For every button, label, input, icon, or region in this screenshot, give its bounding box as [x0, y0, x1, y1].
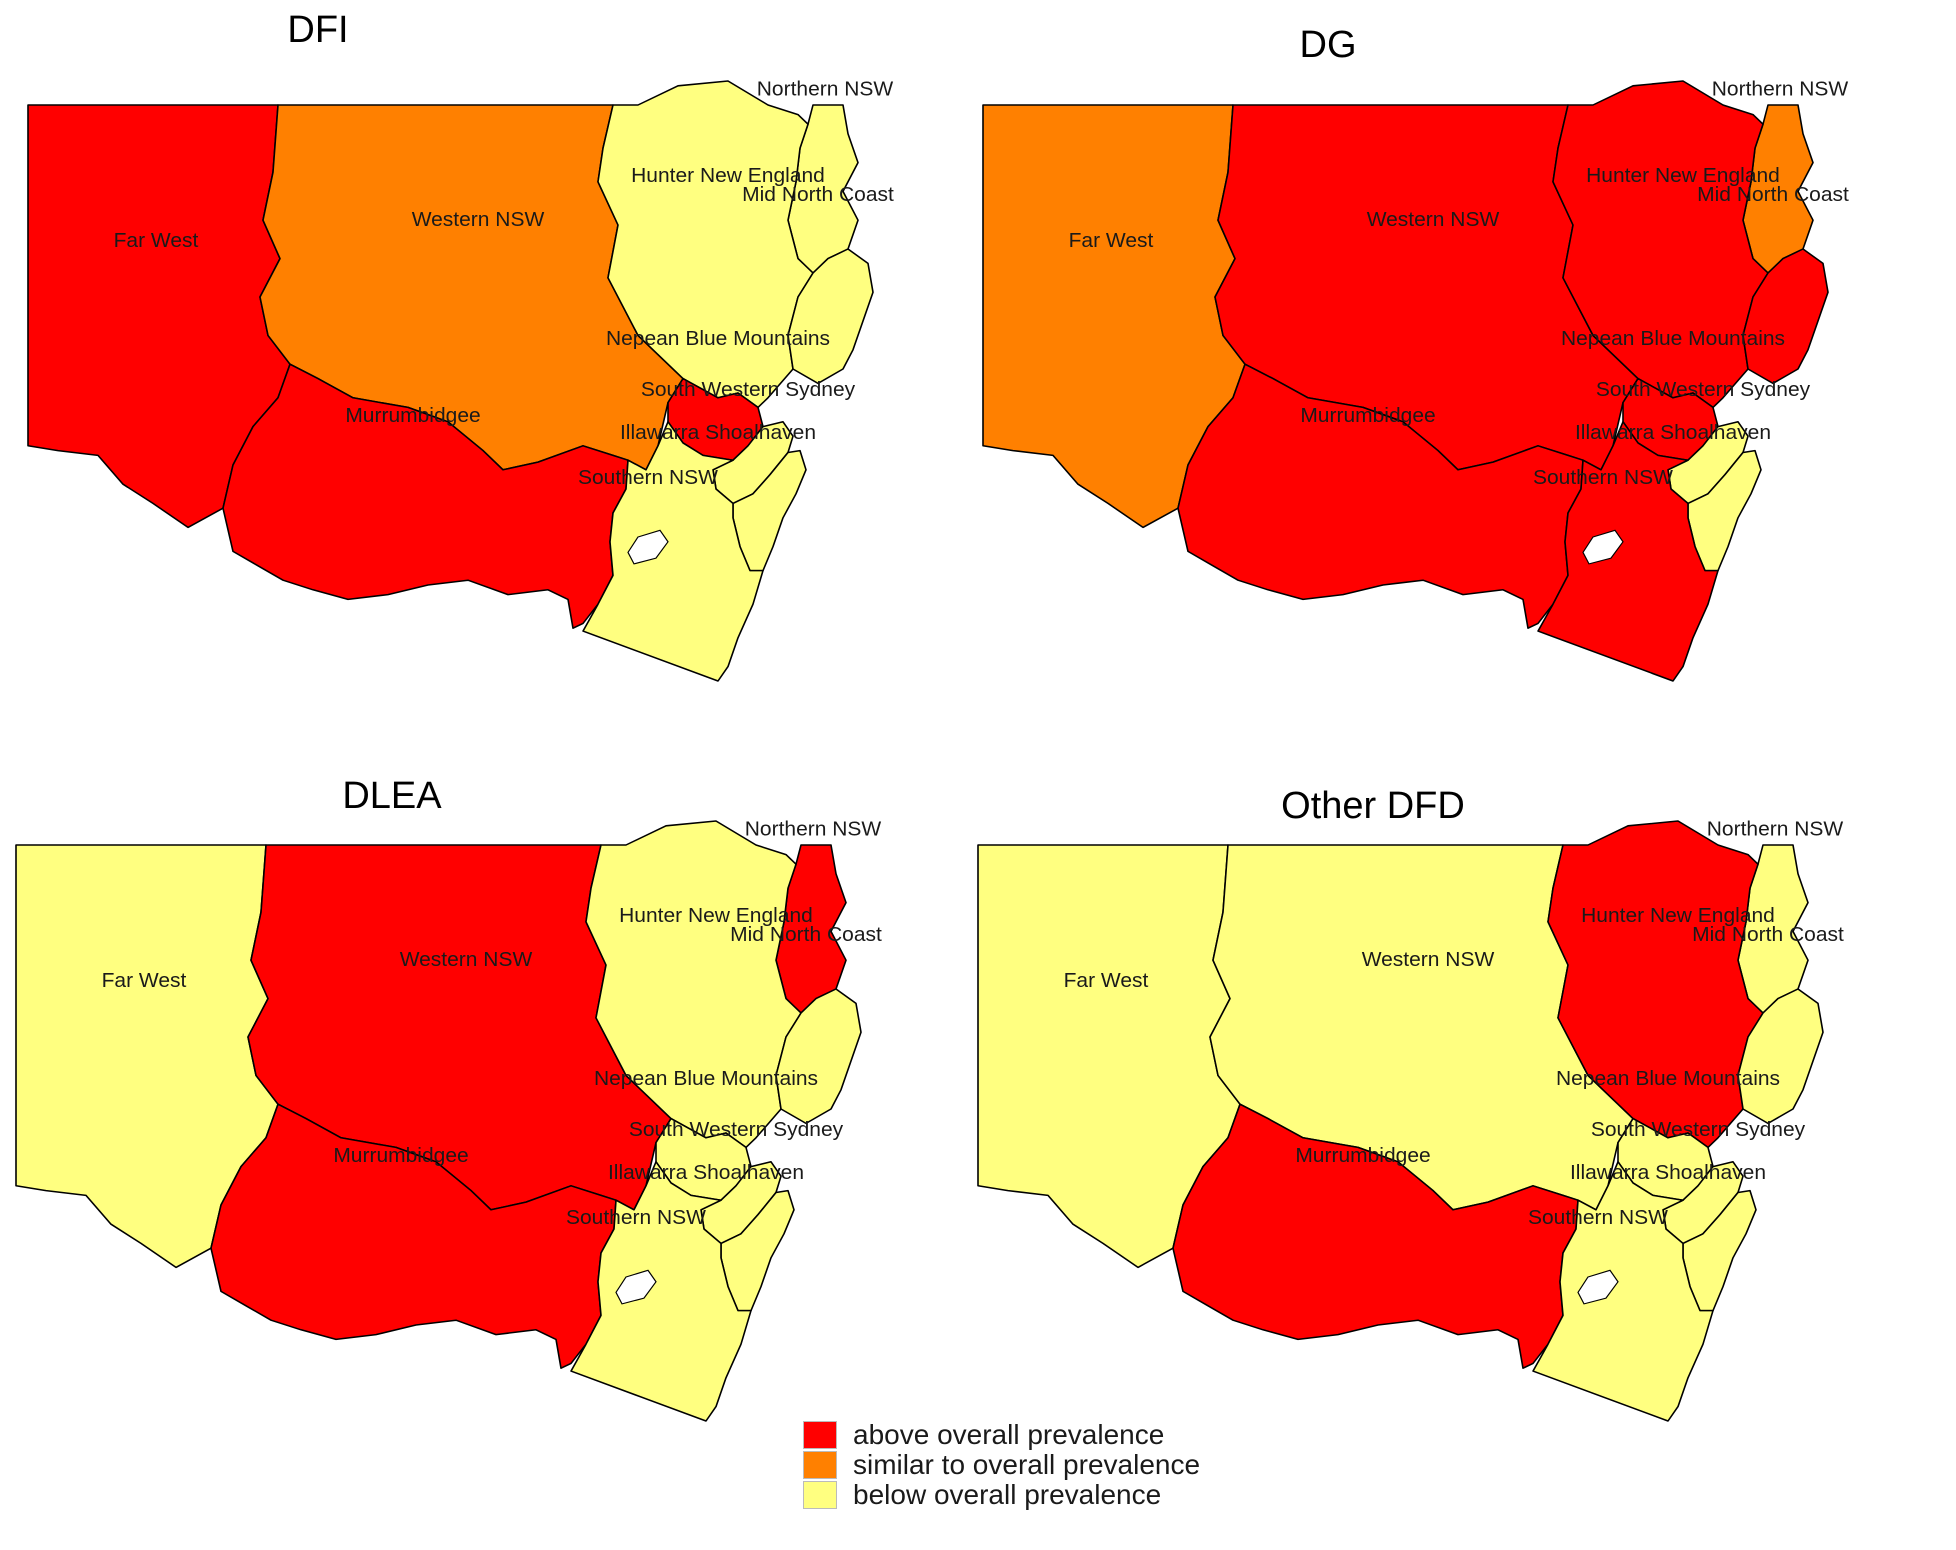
- legend-swatch: [803, 1421, 837, 1449]
- region-label-mid-north-coast: Mid North Coast: [730, 923, 882, 946]
- region-label-nepean-blue-mountains: Nepean Blue Mountains: [1556, 1067, 1780, 1090]
- region-southern-nsw: [582, 421, 764, 682]
- legend-swatch: [803, 1481, 837, 1509]
- region-southern-nsw: [1532, 1161, 1714, 1422]
- region-label-south-western-sydney: South Western Sydney: [641, 378, 856, 401]
- region-murrumbidgee: [1177, 363, 1584, 629]
- region-southern-nsw: [570, 1161, 752, 1422]
- region-label-south-western-sydney: South Western Sydney: [1596, 378, 1811, 401]
- region-label-northern-nsw: Northern NSW: [757, 78, 894, 101]
- region-label-hunter-new-england: Hunter New England: [1581, 904, 1775, 927]
- map-panel-dlea: DLEA Far West Western NSW Northern NSW Hunt…: [15, 775, 882, 1422]
- region-label-illawarra-shoalhaven: Illawarra Shoalhaven: [620, 421, 816, 444]
- map-panel-other-dfd: Other DFD Far West Western NSW Northern NS…: [977, 785, 1844, 1422]
- panel-map: Far West Western NSW Northern NSW Hunter Ne…: [982, 78, 1849, 682]
- region-label-nepean-blue-mountains: Nepean Blue Mountains: [606, 327, 830, 350]
- region-label-hunter-new-england: Hunter New England: [1586, 164, 1780, 187]
- panel-map: Far West Western NSW Northern NSW Hunter Ne…: [977, 818, 1844, 1422]
- region-label-southern-nsw: Southern NSW: [566, 1207, 707, 1230]
- region-label-western-nsw: Western NSW: [1367, 208, 1500, 231]
- region-label-south-western-sydney: South Western Sydney: [1591, 1118, 1806, 1141]
- region-label-illawarra-shoalhaven: Illawarra Shoalhaven: [1575, 421, 1771, 444]
- region-label-hunter-new-england: Hunter New England: [631, 164, 825, 187]
- panel-map: Far West Western NSW Northern NSW Hunter Ne…: [15, 818, 882, 1422]
- legend-item-similar: similar to overall prevalence: [803, 1450, 1200, 1480]
- legend: above overall prevalence similar to over…: [803, 1420, 1200, 1510]
- region-label-murrumbidgee: Murrumbidgee: [1295, 1144, 1430, 1167]
- panel-title: DLEA: [342, 775, 442, 817]
- region-label-northern-nsw: Northern NSW: [1712, 78, 1849, 101]
- region-label-mid-north-coast: Mid North Coast: [1692, 923, 1844, 946]
- legend-item-above: above overall prevalence: [803, 1420, 1200, 1450]
- legend-item-below: below overall prevalence: [803, 1480, 1200, 1510]
- panel-title: Other DFD: [1281, 785, 1465, 827]
- region-label-western-nsw: Western NSW: [1362, 948, 1495, 971]
- region-label-far-west: Far West: [102, 969, 187, 992]
- region-label-western-nsw: Western NSW: [400, 948, 533, 971]
- legend-swatch: [803, 1451, 837, 1479]
- region-mid-north-coast: [775, 988, 862, 1125]
- region-label-murrumbidgee: Murrumbidgee: [345, 404, 480, 427]
- region-label-hunter-new-england: Hunter New England: [619, 904, 813, 927]
- region-mid-north-coast: [1737, 988, 1824, 1125]
- region-label-southern-nsw: Southern NSW: [578, 467, 719, 490]
- region-label-south-western-sydney: South Western Sydney: [629, 1118, 844, 1141]
- panel-title: DFI: [287, 9, 348, 51]
- region-mid-north-coast: [787, 248, 874, 385]
- region-label-northern-nsw: Northern NSW: [745, 818, 882, 841]
- region-label-mid-north-coast: Mid North Coast: [742, 183, 894, 206]
- region-label-far-west: Far West: [1064, 969, 1149, 992]
- region-label-nepean-blue-mountains: Nepean Blue Mountains: [1561, 327, 1785, 350]
- region-label-northern-nsw: Northern NSW: [1707, 818, 1844, 841]
- region-label-mid-north-coast: Mid North Coast: [1697, 183, 1849, 206]
- region-murrumbidgee: [222, 363, 629, 629]
- region-southern-nsw: [1537, 421, 1719, 682]
- map-panel-dfi: DFI Far West Western NSW Northern NSW Hunte…: [27, 9, 894, 682]
- region-label-far-west: Far West: [114, 229, 199, 252]
- region-murrumbidgee: [210, 1103, 617, 1369]
- map-panel-dg: DG Far West Western NSW Northern NSW Hunter…: [982, 24, 1849, 682]
- region-label-nepean-blue-mountains: Nepean Blue Mountains: [594, 1067, 818, 1090]
- region-label-murrumbidgee: Murrumbidgee: [1300, 404, 1435, 427]
- region-label-illawarra-shoalhaven: Illawarra Shoalhaven: [1570, 1161, 1766, 1184]
- region-label-southern-nsw: Southern NSW: [1533, 467, 1674, 490]
- legend-label: above overall prevalence: [853, 1419, 1165, 1450]
- region-mid-north-coast: [1742, 248, 1829, 385]
- legend-label: below overall prevalence: [853, 1479, 1162, 1510]
- region-label-southern-nsw: Southern NSW: [1528, 1207, 1669, 1230]
- region-label-illawarra-shoalhaven: Illawarra Shoalhaven: [608, 1161, 804, 1184]
- region-label-western-nsw: Western NSW: [412, 208, 545, 231]
- region-label-far-west: Far West: [1069, 229, 1154, 252]
- region-label-murrumbidgee: Murrumbidgee: [333, 1144, 468, 1167]
- panel-title: DG: [1300, 24, 1357, 66]
- region-murrumbidgee: [1172, 1103, 1579, 1369]
- panel-map: Far West Western NSW Northern NSW Hunter Ne…: [27, 78, 894, 682]
- legend-label: similar to overall prevalence: [853, 1449, 1201, 1480]
